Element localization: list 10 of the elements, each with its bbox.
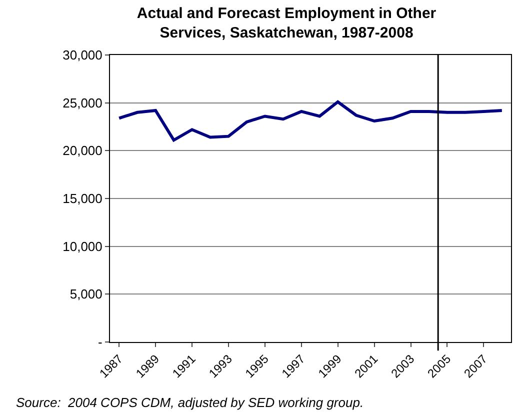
y-tick-label: 30,000 [62,48,102,63]
y-tick-label: 10,000 [62,238,102,254]
y-tick-label: 5,000 [70,286,102,302]
y-tick-label: 25,000 [62,95,102,110]
line-series [118,100,504,142]
y-tick-label: - [98,334,102,350]
y-tick-label: 15,000 [62,191,102,206]
y-tick-label: 20,000 [62,143,102,158]
chart-title: Actual and Forecast Employment in Other Services, Saskatchewan, 1987-2008 [136,5,436,42]
source-note: Source: 2004 COPS CDM, adjusted by SED working group. [16,395,364,410]
